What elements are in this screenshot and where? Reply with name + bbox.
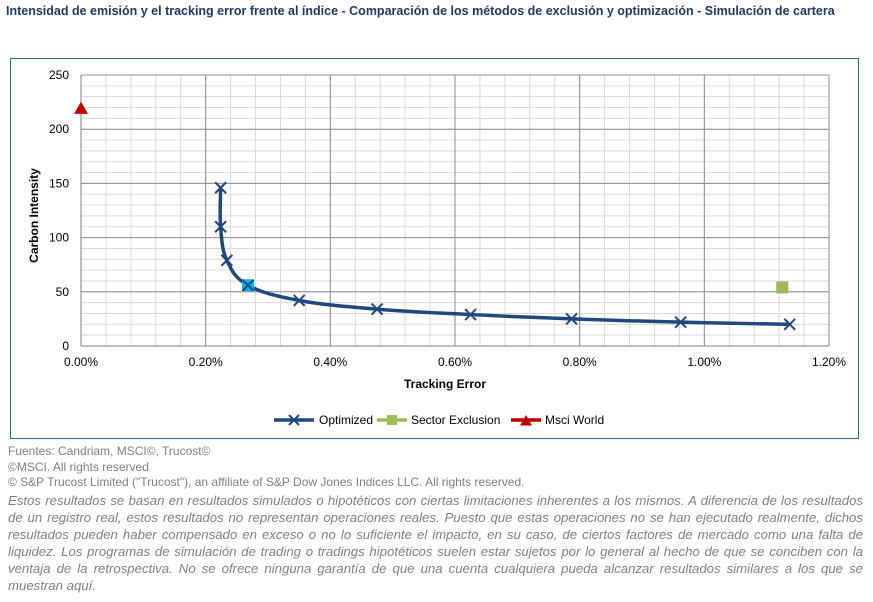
source-notes: Fuentes: Candriam, MSCI©, Trucost© ©MSCI… — [8, 444, 863, 594]
optimized-point — [214, 220, 227, 233]
x-tick-label: 1.20% — [812, 355, 846, 369]
chart-title: Intensidad de emisión y el tracking erro… — [6, 4, 835, 18]
x-tick-label: 0.20% — [189, 355, 223, 369]
disclaimer-text: Estos resultados se basan en resultados … — [8, 492, 863, 593]
optimized-point — [783, 318, 796, 331]
y-axis-title: Carbon Intensity — [27, 168, 41, 263]
x-axis-title: Tracking Error — [404, 377, 486, 391]
chart-frame: 0.00% 0.20% 0.40% 0.60% 0.80% 1.00% 1.20% 0 50 10… — [10, 58, 859, 439]
optimized-point — [674, 315, 687, 329]
legend-triangle-marker — [520, 415, 532, 426]
optimized-point — [292, 294, 306, 307]
x-tick-label: 0.60% — [438, 355, 472, 369]
optimized-point — [220, 254, 234, 267]
optimized-point — [214, 181, 227, 194]
msci-copyright-line: ©MSCI. All rights reserved — [8, 459, 149, 474]
scatter-chart: 0.00% 0.20% 0.40% 0.60% 0.80% 1.00% 1.20% 0 50 10… — [27, 68, 846, 427]
optimized-point — [565, 312, 578, 326]
legend-label: Sector Exclusion — [411, 413, 500, 427]
msci-world-point — [74, 101, 88, 114]
source-line: Fuentes: Candriam, MSCI©, Trucost© — [8, 444, 211, 458]
sector-exclusion-point — [776, 281, 789, 294]
x-tick-label: 0.40% — [313, 355, 347, 369]
x-tick-label: 0.00% — [64, 355, 98, 369]
legend-item-sector-exclusion: Sector Exclusion — [377, 413, 500, 427]
legend-item-optimized: Optimized — [274, 413, 373, 427]
highlighted-point-cross — [241, 279, 255, 292]
y-tick-label: 50 — [56, 285, 70, 299]
y-tick-label: 200 — [49, 122, 69, 136]
y-tick-label: 250 — [49, 68, 69, 82]
y-tick-label: 150 — [49, 176, 69, 190]
y-tick-label: 0 — [62, 339, 69, 353]
y-tick-label: 100 — [49, 231, 69, 245]
legend-item-msci-world: Msci World — [511, 413, 604, 427]
optimized-point — [464, 308, 477, 321]
x-tick-label: 0.80% — [563, 355, 597, 369]
legend-square-marker — [387, 415, 397, 425]
legend-label: Msci World — [545, 413, 604, 427]
x-tick-label: 1.00% — [687, 355, 721, 369]
legend-x-marker — [288, 414, 300, 426]
legend-label: Optimized — [319, 413, 373, 427]
optimized-point — [370, 302, 384, 316]
trucost-copyright-line: © S&P Trucost Limited ("Trucost"), an af… — [8, 475, 525, 489]
